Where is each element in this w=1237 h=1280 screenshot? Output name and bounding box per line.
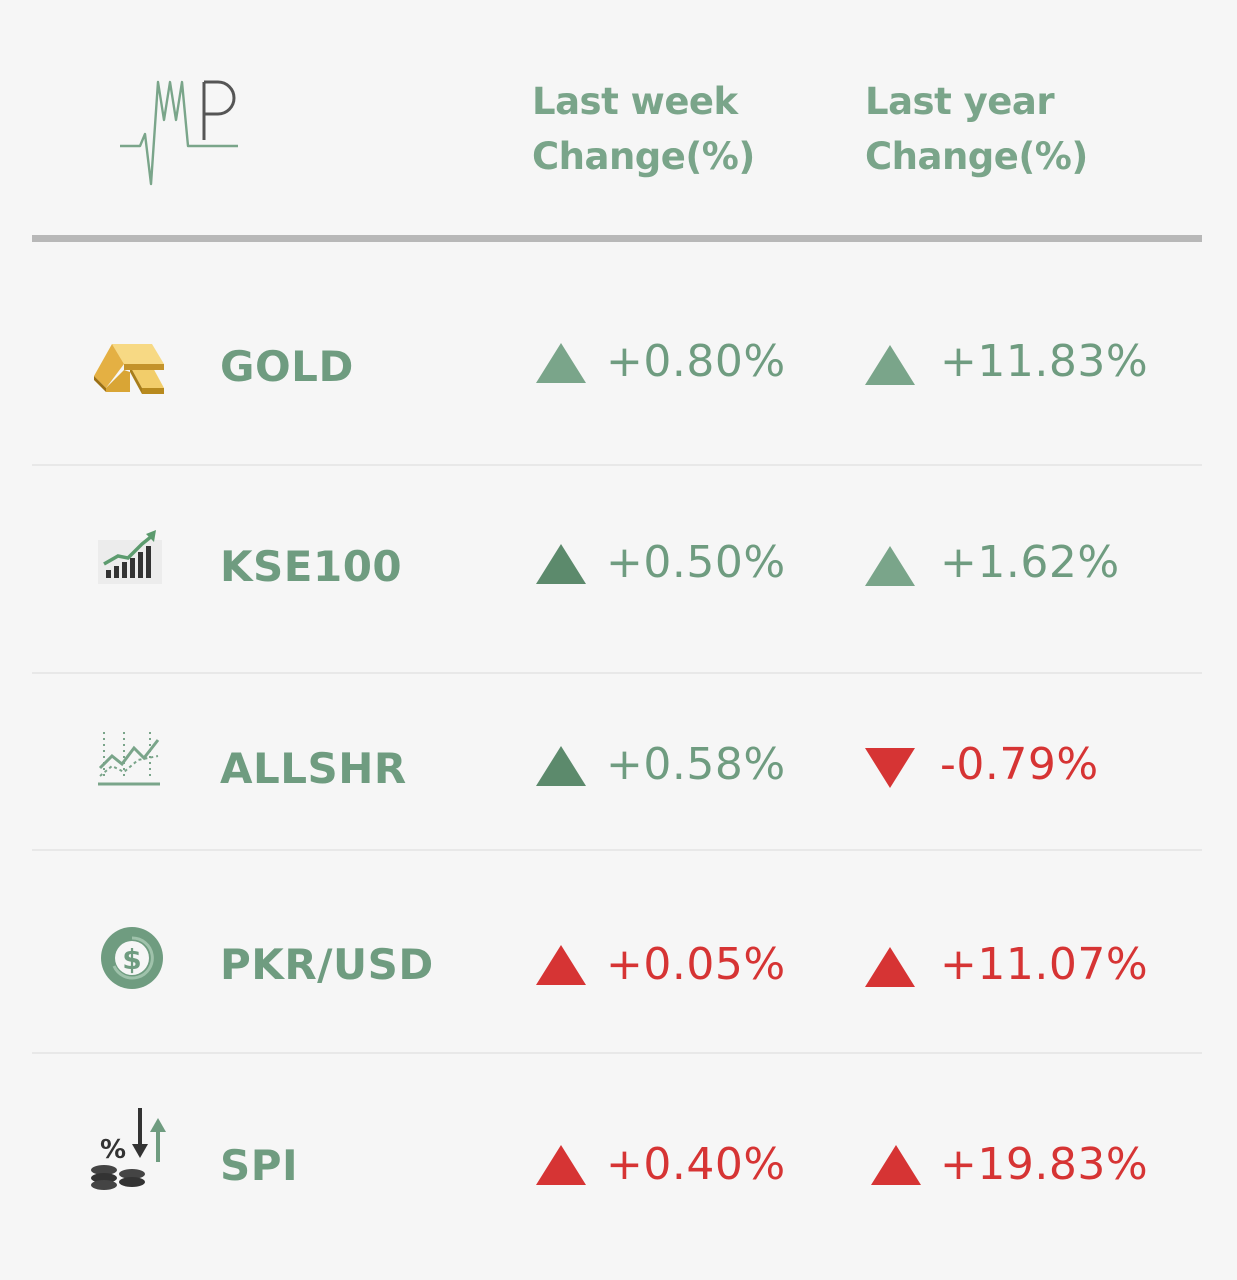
week-change-allshr: +0.58% xyxy=(606,739,786,790)
bar-chart-growth-icon xyxy=(98,530,162,584)
year-change-allshr: -0.79% xyxy=(940,739,1099,790)
amp-logo xyxy=(120,80,238,186)
up-arrow-icon xyxy=(536,1145,586,1185)
row-divider xyxy=(32,464,1202,466)
up-arrow-icon xyxy=(536,746,586,786)
line-chart-icon xyxy=(98,732,160,786)
svg-text:$: $ xyxy=(122,943,141,976)
row-divider xyxy=(32,1052,1202,1054)
gold-bar-icon xyxy=(94,344,164,394)
row-divider xyxy=(32,672,1202,674)
up-arrow-icon xyxy=(536,945,586,985)
header-divider xyxy=(32,235,1202,242)
header-last-year: Last year Change(%) xyxy=(865,74,1088,184)
week-change-gold: +0.80% xyxy=(606,336,786,387)
year-change-spi: +19.83% xyxy=(940,1139,1149,1190)
year-change-pkrusd: +11.07% xyxy=(940,939,1149,990)
up-arrow-icon xyxy=(536,343,586,383)
year-change-kse100: +1.62% xyxy=(940,537,1120,588)
down-arrow-icon xyxy=(865,748,915,788)
week-change-spi: +0.40% xyxy=(606,1139,786,1190)
header-last-week-line2: Change(%) xyxy=(532,135,755,178)
week-change-pkrusd: +0.05% xyxy=(606,939,786,990)
up-arrow-icon xyxy=(865,345,915,385)
asset-name-kse100: KSE100 xyxy=(220,542,403,591)
up-arrow-icon xyxy=(871,1145,921,1185)
asset-name-allshr: ALLSHR xyxy=(220,744,407,793)
header-last-week: Last week Change(%) xyxy=(532,74,755,184)
up-arrow-icon xyxy=(865,546,915,586)
asset-name-spi: SPI xyxy=(220,1141,299,1190)
dollar-coin-icon: $ xyxy=(101,927,163,989)
percent-coins-arrows-icon: % xyxy=(91,1108,166,1190)
header-last-year-line1: Last year xyxy=(865,80,1055,123)
asset-name-pkrusd: PKR/USD xyxy=(220,940,434,989)
week-change-kse100: +0.50% xyxy=(606,537,786,588)
year-change-gold: +11.83% xyxy=(940,336,1149,387)
svg-text:%: % xyxy=(100,1135,126,1165)
asset-name-gold: GOLD xyxy=(220,342,354,391)
header-last-week-line1: Last week xyxy=(532,80,738,123)
up-arrow-icon xyxy=(865,947,915,987)
header-last-year-line2: Change(%) xyxy=(865,135,1088,178)
row-divider xyxy=(32,849,1202,851)
up-arrow-icon xyxy=(536,544,586,584)
